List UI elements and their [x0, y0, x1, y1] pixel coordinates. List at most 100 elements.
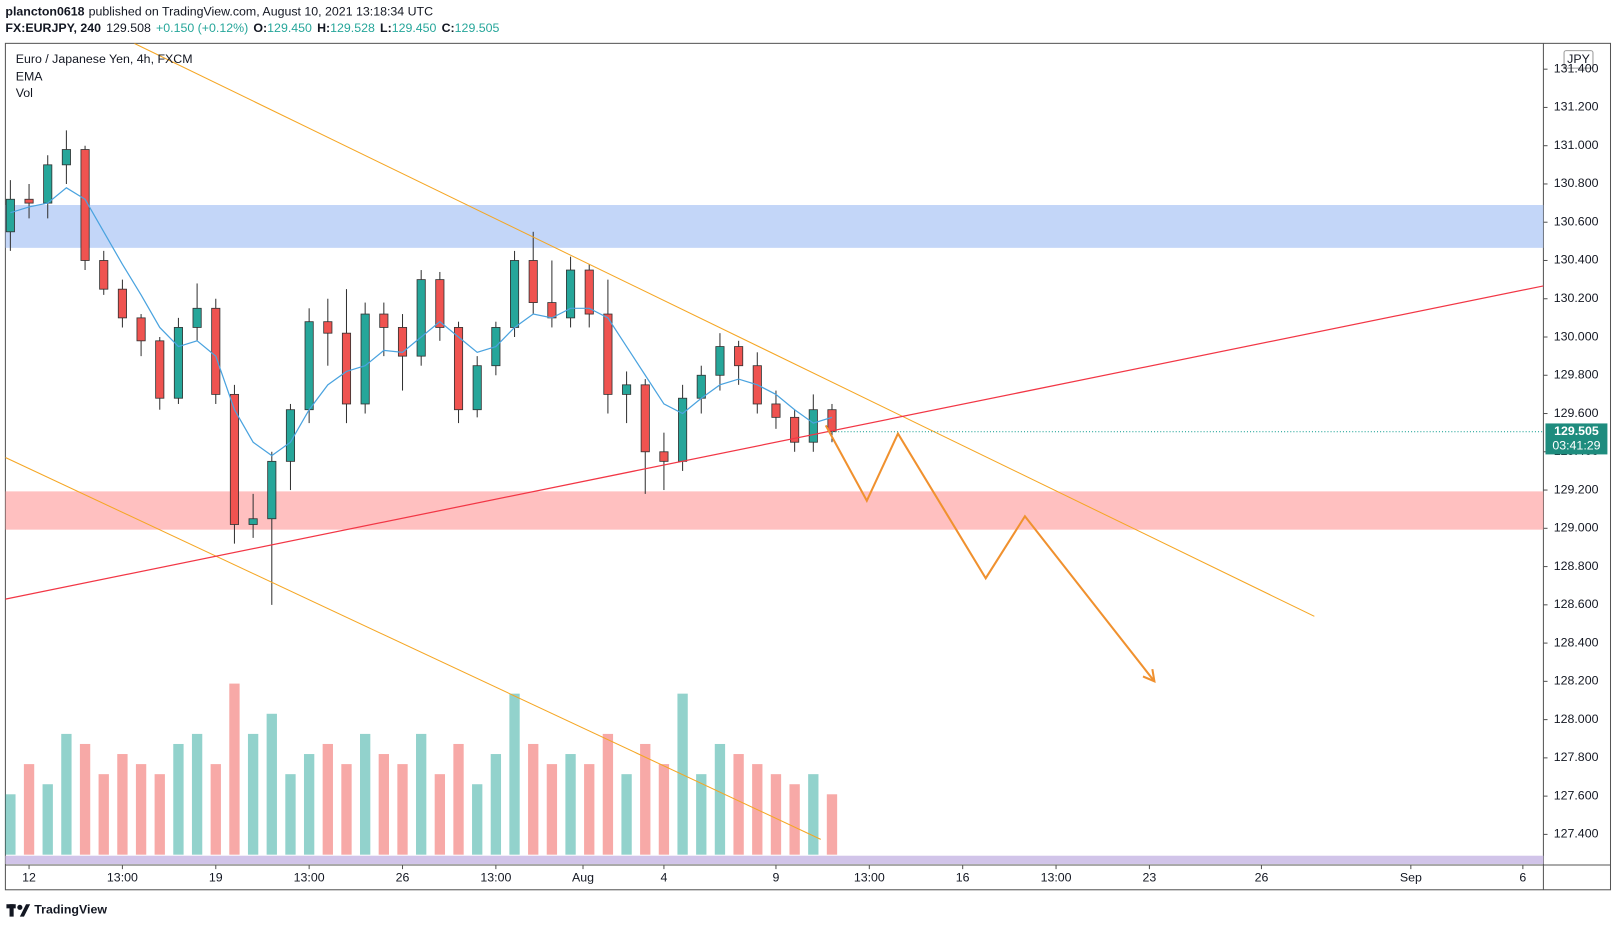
frame	[4, 42, 1612, 891]
drawing-line	[5, 457, 821, 840]
volume-bar	[79, 743, 91, 855]
volume-bar	[135, 764, 147, 855]
zone	[5, 491, 1544, 530]
volume-bar	[490, 754, 502, 855]
candle-body	[622, 384, 632, 395]
y-tick-label: 130.000	[1554, 329, 1599, 343]
y-tick-label: 128.800	[1554, 559, 1599, 573]
published: published on TradingView.com, August 10,…	[89, 5, 434, 19]
ohlc-value: 129.528	[330, 21, 375, 35]
volume-bar	[117, 754, 128, 855]
volume-bar	[770, 774, 782, 855]
candle-body	[734, 346, 744, 367]
volume-bar	[416, 733, 427, 855]
candle-body	[229, 393, 239, 525]
volume-bar	[789, 784, 800, 855]
y-tick-label: 128.200	[1554, 674, 1599, 688]
ohlc-label: C:	[442, 21, 455, 35]
volume-bar	[621, 774, 632, 855]
legend-vol: Vol	[16, 86, 33, 100]
y-tick-label: 129.200	[1554, 482, 1599, 496]
candle-body	[790, 416, 800, 443]
volume-bar	[210, 764, 221, 855]
x-tick-label: 13:00	[294, 871, 325, 885]
candle-body	[510, 260, 520, 328]
candle-body	[99, 260, 109, 290]
volume-bar	[509, 693, 520, 855]
candle-body	[43, 164, 53, 204]
candle-body	[136, 317, 146, 342]
y-tick-label: 127.800	[1554, 750, 1599, 764]
y-tick-label: 128.000	[1554, 712, 1599, 726]
y-tick-label: 130.600	[1554, 214, 1599, 228]
volume-bar	[453, 743, 464, 855]
x-tick-label: 12	[22, 871, 36, 885]
candle-body	[379, 313, 389, 328]
candle-body	[715, 346, 725, 376]
symbol: FX:EURJPY, 240	[5, 21, 101, 35]
volume-bar	[247, 733, 259, 855]
candle-body	[323, 321, 333, 334]
ohlc-label: O:	[253, 21, 267, 35]
volume-bar	[359, 733, 371, 855]
change: +0.150 (+0.12%)	[156, 21, 248, 35]
candle-body	[453, 327, 464, 411]
ohlc-label: H:	[317, 21, 330, 35]
candle-body	[640, 384, 650, 453]
volume-bar	[173, 743, 184, 855]
volume-bar	[808, 774, 819, 855]
volume-bar	[640, 743, 651, 855]
candle-body	[360, 313, 370, 405]
volume-bar	[266, 713, 277, 855]
candle-body	[678, 397, 688, 462]
volume-bar	[42, 784, 53, 855]
x-tick-label: 13:00	[480, 871, 511, 885]
candle-body	[416, 279, 426, 357]
volume-bar	[322, 743, 333, 855]
last: 129.508	[106, 21, 151, 35]
volume-bar	[397, 764, 408, 855]
countdown: 03:41:29	[1552, 438, 1600, 452]
ohlc-value: 129.450	[267, 21, 312, 35]
candle-body	[267, 460, 277, 520]
drawing-line	[5, 285, 1544, 600]
x-tick-label: 13:00	[107, 871, 138, 885]
x-tick-label: 13:00	[1041, 871, 1072, 885]
volume-bar	[191, 733, 203, 855]
zone	[5, 205, 1544, 248]
candle-body	[547, 302, 557, 319]
header-line-1: plancton0618 published on TradingView.com…	[5, 5, 433, 19]
candle-body	[435, 279, 445, 328]
candle-body	[304, 321, 314, 411]
volume-bar	[696, 774, 707, 855]
ohlc-value: 129.505	[455, 21, 500, 35]
volume-bar	[584, 764, 595, 855]
candle-body	[173, 327, 183, 399]
candle-body	[211, 307, 221, 395]
candle-body	[80, 149, 90, 261]
candle-body	[603, 313, 613, 395]
x-tick-label: 19	[209, 871, 223, 885]
y-tick-label: 129.600	[1554, 406, 1599, 420]
x-tick-label: Sep	[1400, 871, 1422, 885]
x-tick-label: 23	[1143, 871, 1157, 885]
legend-title: Euro / Japanese Yen, 4h, FXCM	[16, 52, 193, 66]
volume-bar	[285, 774, 296, 855]
y-tick-label: 128.600	[1554, 597, 1599, 611]
plot-area	[5, 43, 1544, 864]
x-tick-label: 16	[956, 871, 970, 885]
volume-bar	[546, 764, 558, 855]
volume-bar	[23, 764, 35, 855]
candle-body	[659, 451, 669, 462]
ema-line	[10, 187, 833, 457]
logo-text: TradingView	[34, 903, 107, 917]
ohlc-value: 129.450	[392, 21, 437, 35]
y-tick-label: 131.200	[1554, 100, 1599, 114]
currency: JPY	[1567, 52, 1590, 66]
candle-body	[472, 365, 482, 411]
candle-body	[584, 269, 594, 315]
author: plancton0618	[5, 5, 84, 19]
volume-bar	[378, 754, 389, 855]
x-tick-label: 26	[396, 871, 410, 885]
